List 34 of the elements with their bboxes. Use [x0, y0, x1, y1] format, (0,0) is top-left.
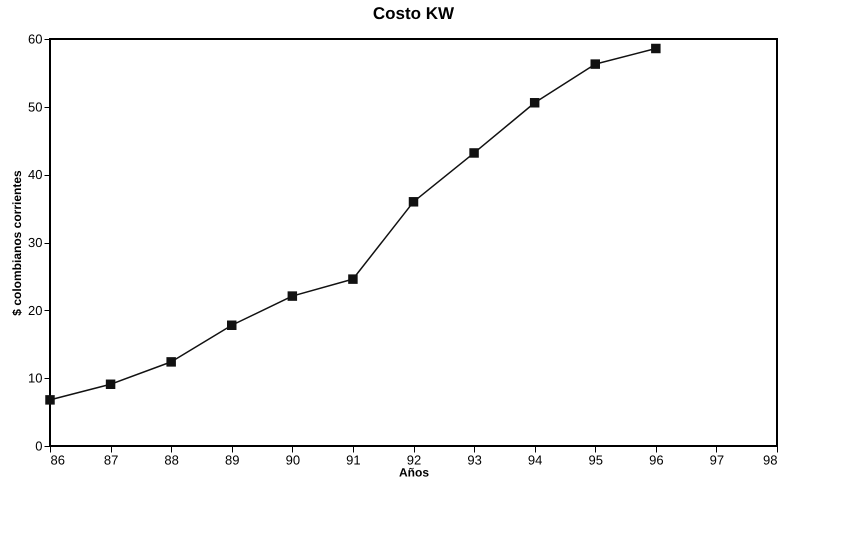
y-tick-label: 0 [35, 438, 42, 454]
x-tick-label: 86 [50, 452, 65, 468]
y-tick-label: 40 [28, 167, 42, 182]
point [590, 59, 600, 69]
y-tick-label: 10 [28, 370, 42, 386]
point [530, 98, 540, 108]
point [227, 320, 236, 330]
chart-title: Costo KW [372, 4, 456, 23]
x-tick-label: 87 [104, 452, 118, 468]
point [408, 197, 418, 207]
point [166, 357, 176, 367]
y-tick-label: 60 [28, 32, 42, 46]
point [469, 148, 479, 158]
y-axis-title: $ colombianos corrientes [10, 170, 24, 316]
x-tick-label: 90 [286, 452, 300, 468]
y-tick-label: 20 [28, 302, 42, 318]
x-tick-label: 96 [649, 452, 664, 468]
y-tick-label: 50 [28, 99, 42, 114]
point [288, 291, 298, 301]
x-axis-title: Años [399, 466, 430, 480]
x-tick-label: 89 [225, 452, 240, 468]
point [106, 380, 116, 390]
x-tick-label: 88 [164, 452, 179, 468]
x-tick-label: 98 [763, 452, 778, 468]
point [45, 395, 55, 405]
y-tick-label: 30 [28, 235, 42, 250]
x-tick-label: 91 [346, 452, 361, 468]
x-tick-label: 94 [528, 452, 542, 468]
x-tick-label: 95 [588, 452, 603, 468]
point [348, 274, 358, 284]
x-tick-label: 93 [467, 452, 482, 468]
x-tick-label: 97 [710, 452, 724, 468]
x-tick-label: 92 [406, 452, 422, 468]
point [651, 44, 661, 54]
